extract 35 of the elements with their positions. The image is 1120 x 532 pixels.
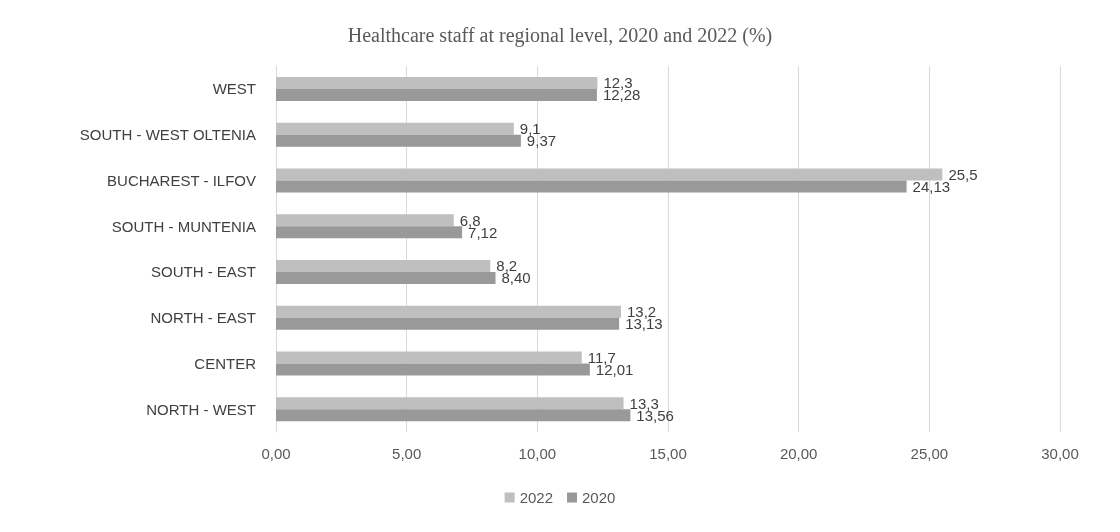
bar <box>276 88 597 101</box>
bar <box>276 180 907 193</box>
legend-label: 2020 <box>582 489 616 506</box>
y-tick-label: NORTH - WEST <box>146 400 256 418</box>
legend-label: 2022 <box>519 489 554 506</box>
bar <box>276 317 620 330</box>
x-tick-label: 15,00 <box>649 445 687 462</box>
chart-title: Healthcare staff at regional level, 2020 and 2022 (%) <box>347 24 773 47</box>
y-tick-label: BUCHAREST - ILFOV <box>107 171 256 189</box>
y-tick-label: SOUTH - WEST OLTENIA <box>79 126 256 144</box>
bar <box>276 134 521 147</box>
y-tick-label: SOUTH - EAST <box>150 263 256 281</box>
bar <box>276 259 491 272</box>
y-tick-label: WEST <box>212 80 256 98</box>
x-tick-label: 10,00 <box>518 445 557 462</box>
y-tick-label: CENTER <box>194 354 257 372</box>
data-label: 25,5 <box>948 165 978 183</box>
bar <box>276 351 582 364</box>
bar <box>276 226 463 239</box>
x-tick-label: 25,00 <box>910 445 949 462</box>
y-tick-label: NORTH - EAST <box>150 309 256 327</box>
bar <box>276 363 590 376</box>
bar <box>276 397 624 410</box>
bar <box>276 168 943 181</box>
bar <box>276 305 621 318</box>
x-tick-label: 30,00 <box>1041 445 1079 462</box>
bar <box>276 214 454 227</box>
y-tick-label: SOUTH - MUNTENIA <box>111 217 256 235</box>
bar <box>276 76 598 89</box>
x-tick-label: 5,00 <box>392 445 422 462</box>
bar <box>276 271 496 284</box>
x-tick-label: 0,00 <box>261 445 291 462</box>
bar <box>276 409 631 422</box>
bar <box>276 122 514 135</box>
x-tick-label: 20,00 <box>779 445 818 462</box>
